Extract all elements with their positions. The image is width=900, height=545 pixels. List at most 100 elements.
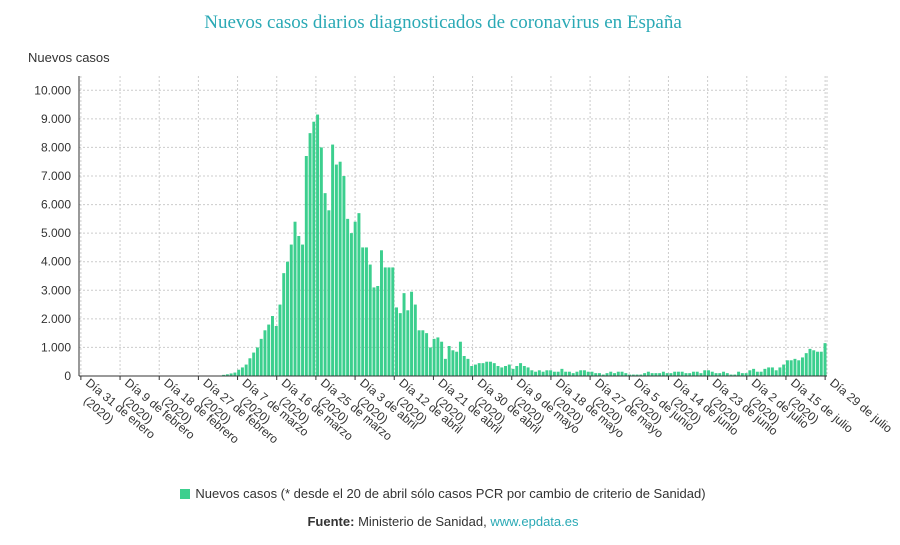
bar: [481, 363, 485, 376]
source-label: Fuente:: [307, 514, 355, 529]
bar: [812, 350, 816, 376]
bar: [316, 114, 320, 376]
bar: [492, 363, 496, 376]
bar: [560, 368, 564, 376]
bar: [752, 368, 756, 376]
bar: [425, 333, 429, 376]
bar: [676, 371, 680, 376]
bar: [233, 372, 237, 376]
bar: [691, 371, 695, 376]
bar: [473, 364, 477, 376]
bar: [609, 371, 613, 376]
bar: [436, 337, 440, 376]
bar: [737, 371, 741, 376]
bar: [346, 218, 350, 376]
bar: [816, 351, 819, 376]
bar: [301, 244, 305, 376]
grid-lines: [79, 76, 828, 376]
bar: [267, 324, 271, 376]
bar: [417, 330, 421, 376]
bar: [383, 267, 387, 376]
bar: [586, 371, 590, 376]
bar: [590, 371, 594, 376]
bar: [462, 356, 466, 376]
bar: [504, 366, 507, 376]
bar: [410, 291, 414, 376]
bar: [695, 371, 699, 376]
source-link[interactable]: www.epdata.es: [490, 514, 579, 529]
y-tick-labels: 0 1.000 2.000 3.000 4.000 5.000 6.000 7.000 8.00…: [34, 83, 71, 383]
bar: [252, 352, 256, 376]
bar: [376, 286, 380, 376]
bar: [598, 373, 601, 376]
bar: [489, 361, 492, 376]
bar: [511, 368, 515, 376]
bar: [759, 371, 763, 376]
bar: [631, 374, 635, 376]
bar: [248, 358, 252, 376]
bar: [522, 366, 526, 376]
y-axis-label: Nuevos casos: [28, 50, 110, 65]
bar: [237, 369, 241, 376]
bar: [398, 313, 402, 376]
bar: [323, 193, 327, 376]
bar: [466, 358, 470, 376]
bar: [620, 371, 624, 376]
bar: [500, 367, 504, 376]
bar: [793, 358, 797, 376]
bar: [278, 304, 282, 376]
bar: [714, 373, 718, 376]
bar: [537, 370, 541, 376]
bar: [767, 367, 771, 376]
y-tick-label: 2.000: [41, 312, 71, 326]
bar: [451, 350, 455, 376]
bar: [763, 368, 767, 376]
bar: [658, 373, 662, 376]
bar: [624, 373, 628, 376]
bar: [722, 371, 726, 376]
bar: [244, 364, 248, 376]
legend-text: Nuevos casos (* desde el 20 de abril sól…: [195, 486, 706, 501]
bar: [582, 370, 586, 376]
bar: [447, 346, 451, 376]
bar: [710, 371, 714, 376]
bar: [395, 307, 398, 376]
legend: Nuevos casos (* desde el 20 de abril sól…: [0, 486, 886, 501]
bar: [733, 374, 737, 376]
bar: [804, 353, 808, 376]
y-tick-label: 8.000: [41, 140, 71, 154]
bar: [349, 233, 353, 376]
bar: [222, 374, 226, 376]
bar: [428, 347, 432, 376]
bar: [331, 144, 335, 376]
bar: [421, 330, 425, 376]
bar: [823, 343, 827, 376]
bar: [289, 244, 293, 376]
bar: [616, 371, 620, 376]
bar: [718, 373, 722, 376]
bar: [639, 374, 643, 376]
bar: [263, 330, 267, 376]
bar: [282, 273, 286, 376]
bar: [342, 176, 346, 376]
bar: [297, 236, 301, 376]
bar: [808, 348, 812, 376]
bar: [778, 367, 782, 376]
bar: [477, 363, 481, 376]
bar: [293, 221, 297, 376]
bar: [819, 351, 823, 376]
bar: [338, 161, 342, 376]
bar: [785, 360, 789, 376]
y-tick-label: 5.000: [41, 226, 71, 240]
bar: [680, 371, 684, 376]
bar: [240, 367, 244, 376]
bar: [770, 367, 774, 376]
bar: [526, 367, 530, 376]
bar: [729, 374, 733, 376]
y-tick-label: 3.000: [41, 283, 71, 297]
bar: [368, 264, 372, 376]
y-tick-label: 4.000: [41, 255, 71, 269]
y-tick-label: 1.000: [41, 340, 71, 354]
y-tick-label: 6.000: [41, 198, 71, 212]
bar: [740, 373, 744, 376]
